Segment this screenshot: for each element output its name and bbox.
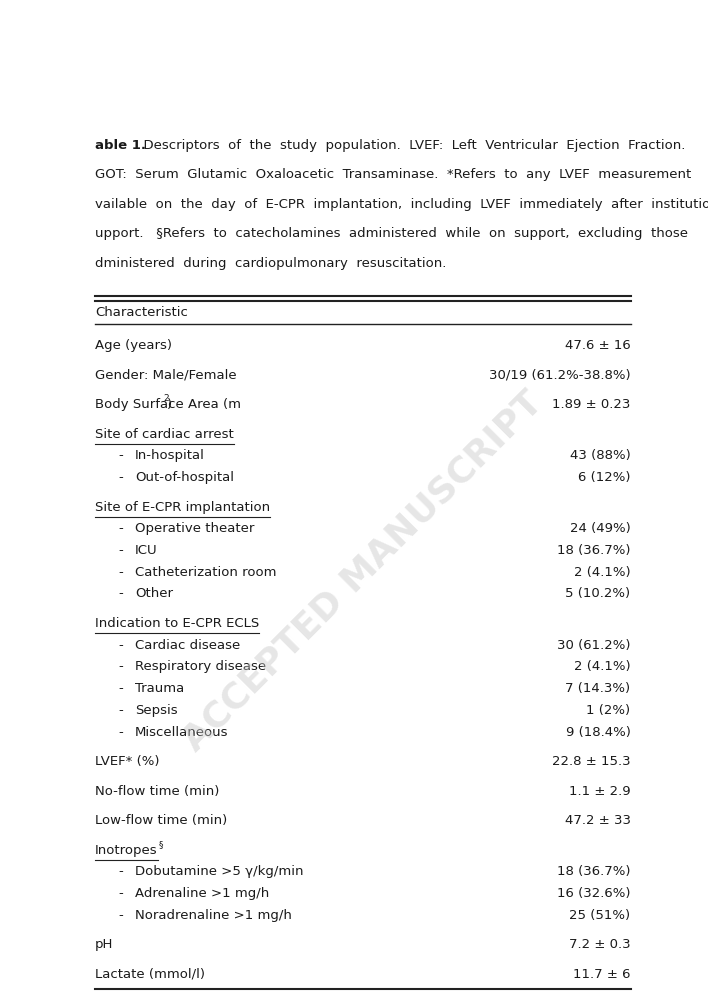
Text: 43 (88%): 43 (88%) xyxy=(570,450,631,463)
Text: §: § xyxy=(159,840,164,849)
Text: -: - xyxy=(119,726,123,739)
Text: 9 (18.4%): 9 (18.4%) xyxy=(566,726,631,739)
Text: 1.1 ± 2.9: 1.1 ± 2.9 xyxy=(569,784,631,797)
Text: In-hospital: In-hospital xyxy=(135,450,205,463)
Text: -: - xyxy=(119,909,123,921)
Text: -: - xyxy=(119,865,123,878)
Text: Characteristic: Characteristic xyxy=(95,306,188,320)
Text: 18 (36.7%): 18 (36.7%) xyxy=(557,544,631,557)
Text: Body Surface Area (m: Body Surface Area (m xyxy=(95,398,241,411)
Text: Operative theater: Operative theater xyxy=(135,522,254,535)
Text: Low-flow time (min): Low-flow time (min) xyxy=(95,814,227,828)
Text: 2: 2 xyxy=(163,394,169,403)
Text: 16 (32.6%): 16 (32.6%) xyxy=(557,887,631,900)
Text: No-flow time (min): No-flow time (min) xyxy=(95,784,219,797)
Text: ): ) xyxy=(167,398,172,411)
Text: 2 (4.1%): 2 (4.1%) xyxy=(574,660,631,673)
Text: 7 (14.3%): 7 (14.3%) xyxy=(566,682,631,696)
Text: Sepsis: Sepsis xyxy=(135,704,178,717)
Text: Indication to E-CPR ECLS: Indication to E-CPR ECLS xyxy=(95,617,259,630)
Text: -: - xyxy=(119,639,123,651)
Text: Dobutamine >5 γ/kg/min: Dobutamine >5 γ/kg/min xyxy=(135,865,304,878)
Text: -: - xyxy=(119,887,123,900)
Text: 30/19 (61.2%-38.8%): 30/19 (61.2%-38.8%) xyxy=(489,369,631,382)
Text: dministered  during  cardiopulmonary  resuscitation.: dministered during cardiopulmonary resus… xyxy=(95,257,447,270)
Text: 25 (51%): 25 (51%) xyxy=(569,909,631,921)
Text: -: - xyxy=(119,565,123,579)
Text: -: - xyxy=(119,704,123,717)
Text: Respiratory disease: Respiratory disease xyxy=(135,660,266,673)
Text: -: - xyxy=(119,660,123,673)
Text: LVEF* (%): LVEF* (%) xyxy=(95,755,159,768)
Text: upport.   §Refers  to  catecholamines  administered  while  on  support,  exclud: upport. §Refers to catecholamines admini… xyxy=(95,227,688,240)
Text: 1.89 ± 0.23: 1.89 ± 0.23 xyxy=(552,398,631,411)
Text: 22.8 ± 15.3: 22.8 ± 15.3 xyxy=(552,755,631,768)
Text: -: - xyxy=(119,522,123,535)
Text: Cardiac disease: Cardiac disease xyxy=(135,639,241,651)
Text: Site of cardiac arrest: Site of cardiac arrest xyxy=(95,427,234,440)
Text: Noradrenaline >1 mg/h: Noradrenaline >1 mg/h xyxy=(135,909,292,921)
Text: 2 (4.1%): 2 (4.1%) xyxy=(574,565,631,579)
Text: Trauma: Trauma xyxy=(135,682,184,696)
Text: Inotropes: Inotropes xyxy=(95,844,158,857)
Text: 24 (49%): 24 (49%) xyxy=(570,522,631,535)
Text: 47.2 ± 33: 47.2 ± 33 xyxy=(564,814,631,828)
Text: GOT:  Serum  Glutamic  Oxaloacetic  Transaminase.  *Refers  to  any  LVEF  measu: GOT: Serum Glutamic Oxaloacetic Transami… xyxy=(95,168,691,181)
Text: vailable  on  the  day  of  E-CPR  implantation,  including  LVEF  immediately  : vailable on the day of E-CPR implantatio… xyxy=(95,198,708,211)
Text: 6 (12%): 6 (12%) xyxy=(578,471,631,484)
Text: 5 (10.2%): 5 (10.2%) xyxy=(566,588,631,601)
Text: Out-of-hospital: Out-of-hospital xyxy=(135,471,234,484)
Text: Age (years): Age (years) xyxy=(95,339,172,352)
Text: Other: Other xyxy=(135,588,173,601)
Text: -: - xyxy=(119,588,123,601)
Text: -: - xyxy=(119,682,123,696)
Text: Gender: Male/Female: Gender: Male/Female xyxy=(95,369,236,382)
Text: Lactate (mmol/l): Lactate (mmol/l) xyxy=(95,968,205,981)
Text: 47.6 ± 16: 47.6 ± 16 xyxy=(565,339,631,352)
Text: ICU: ICU xyxy=(135,544,158,557)
Text: 18 (36.7%): 18 (36.7%) xyxy=(557,865,631,878)
Text: Catheterization room: Catheterization room xyxy=(135,565,277,579)
Text: Site of E-CPR implantation: Site of E-CPR implantation xyxy=(95,501,270,513)
Text: ACCEPTED MANUSCRIPT: ACCEPTED MANUSCRIPT xyxy=(176,385,549,757)
Text: -: - xyxy=(119,544,123,557)
Text: -: - xyxy=(119,450,123,463)
Text: -: - xyxy=(119,471,123,484)
Text: able 1.: able 1. xyxy=(95,139,146,152)
Text: 1 (2%): 1 (2%) xyxy=(586,704,631,717)
Text: 11.7 ± 6: 11.7 ± 6 xyxy=(573,968,631,981)
Text: Descriptors  of  the  study  population.  LVEF:  Left  Ventricular  Ejection  Fr: Descriptors of the study population. LVE… xyxy=(135,139,685,152)
Text: pH: pH xyxy=(95,938,113,952)
Text: 30 (61.2%): 30 (61.2%) xyxy=(557,639,631,651)
Text: Adrenaline >1 mg/h: Adrenaline >1 mg/h xyxy=(135,887,269,900)
Text: 7.2 ± 0.3: 7.2 ± 0.3 xyxy=(569,938,631,952)
Text: Miscellaneous: Miscellaneous xyxy=(135,726,229,739)
